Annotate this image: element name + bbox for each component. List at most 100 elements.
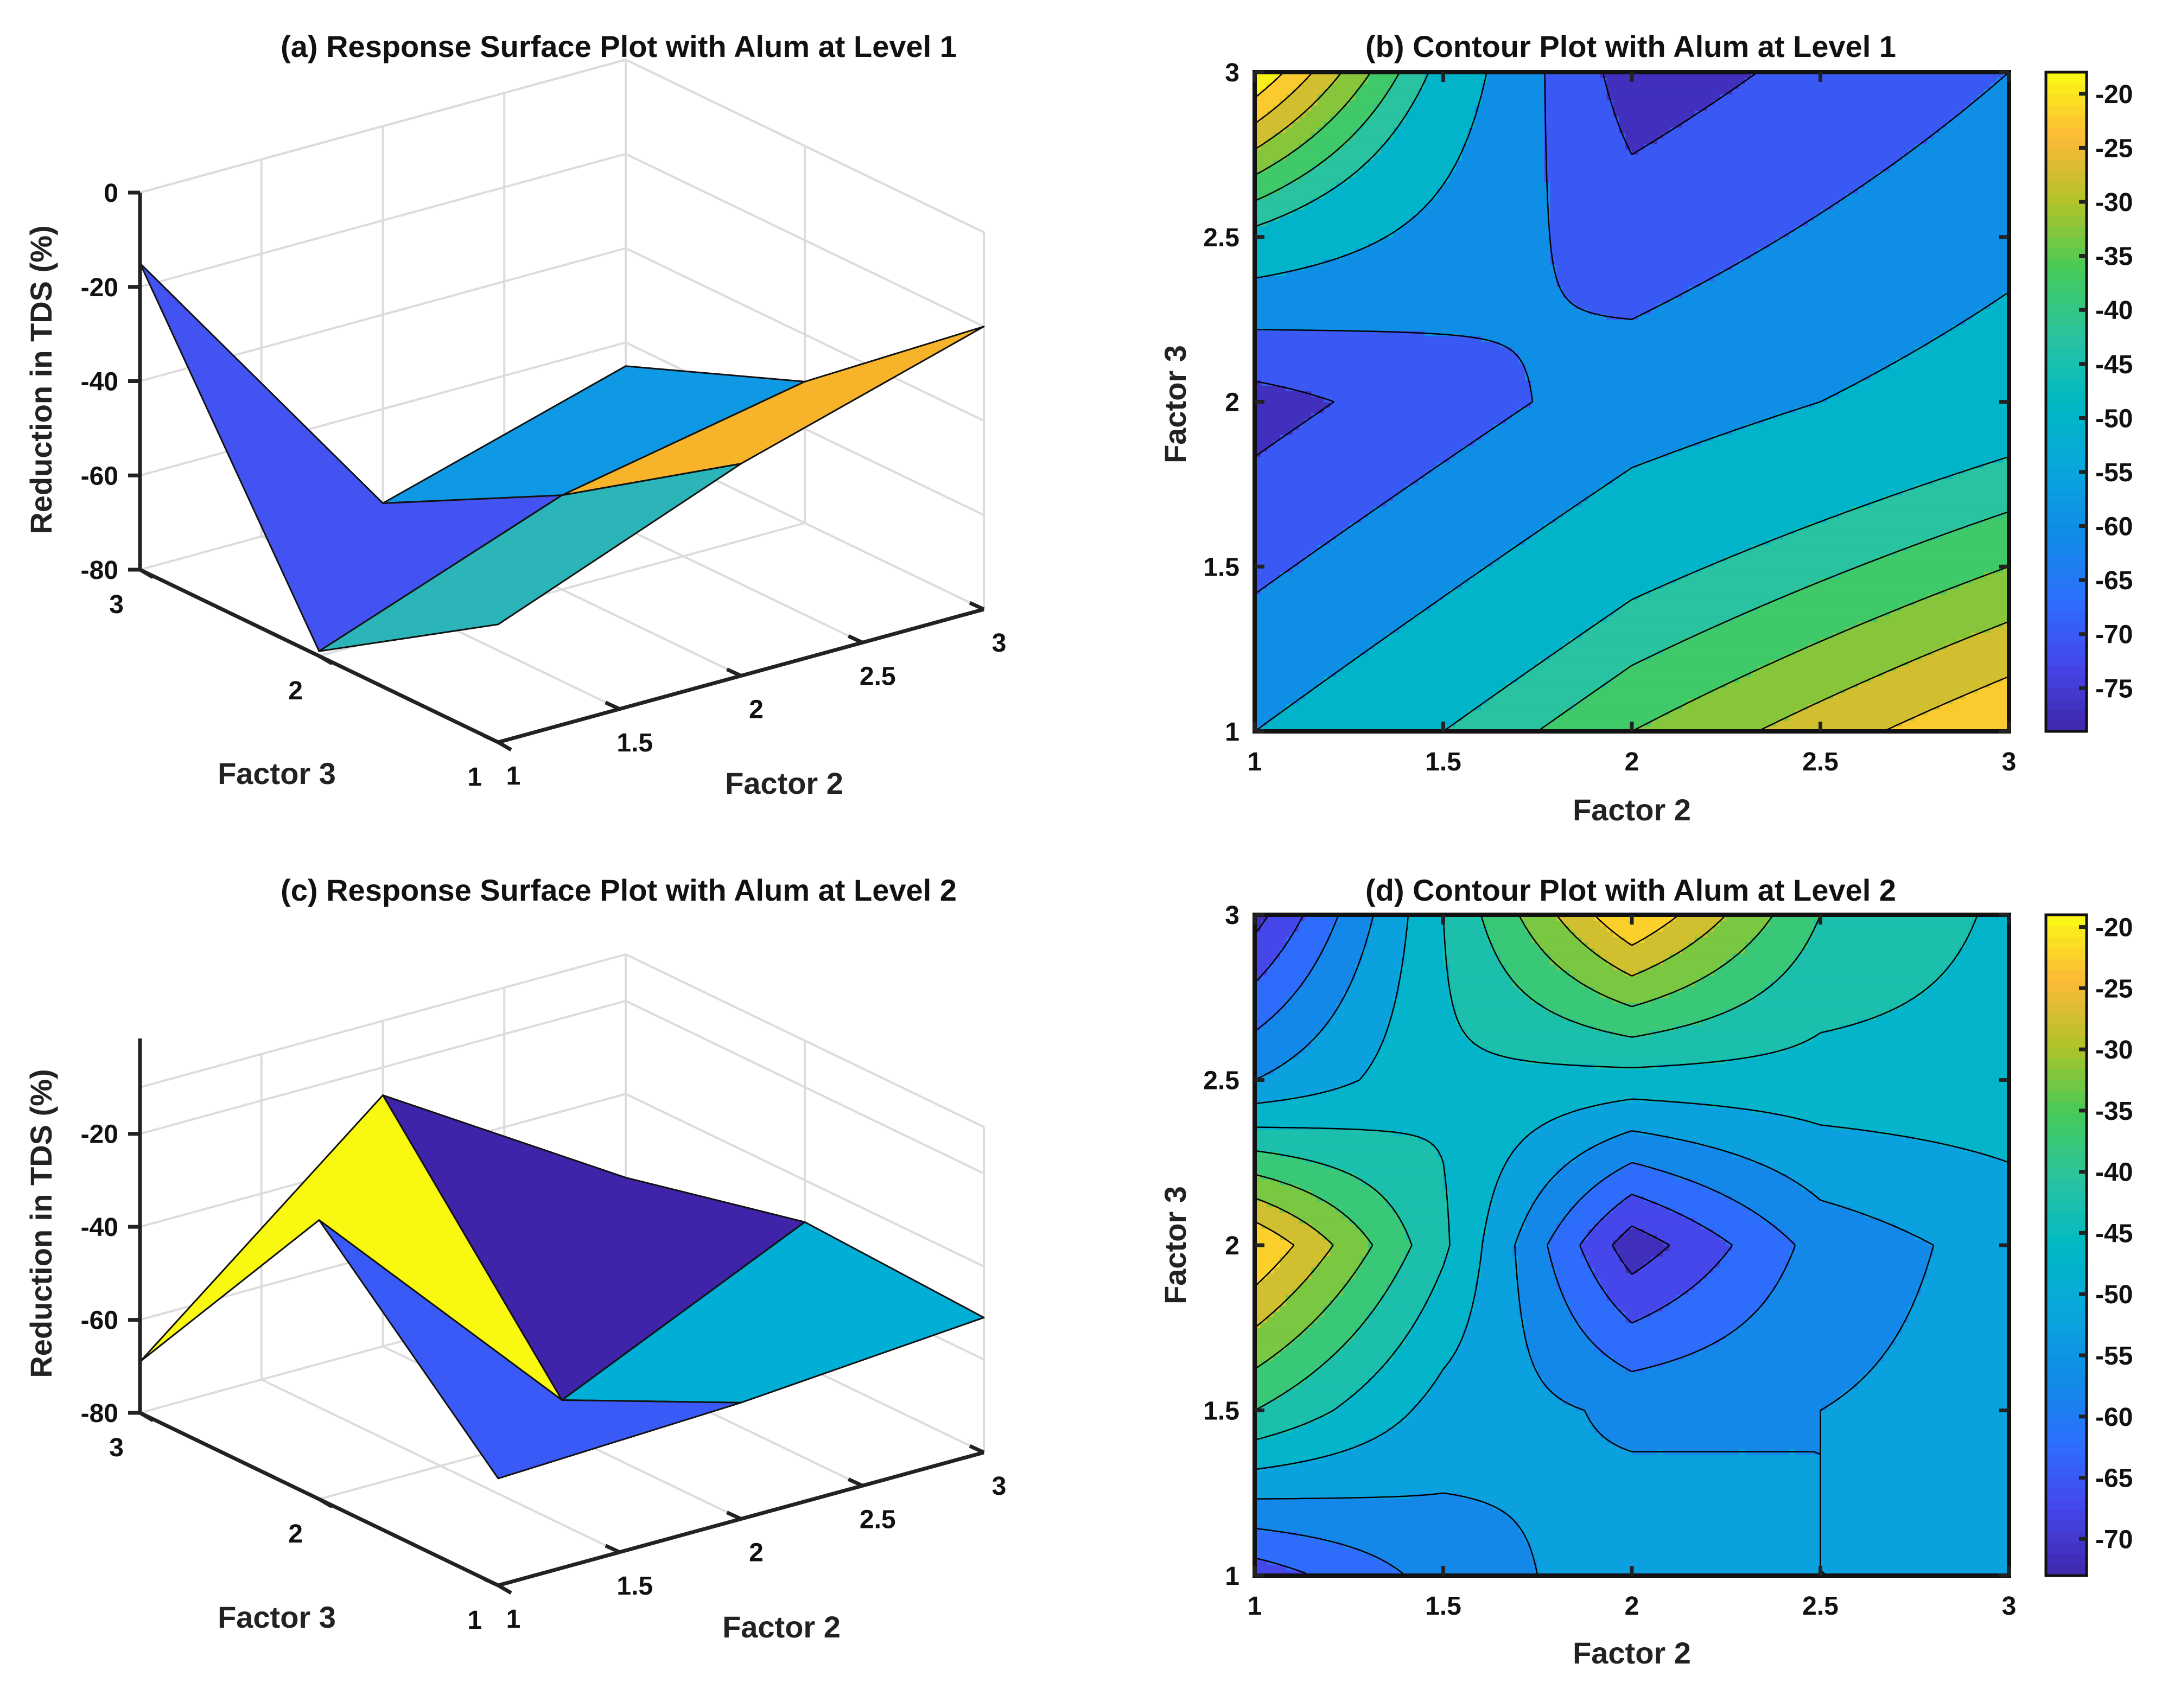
- b-contour-band-cell: [1317, 544, 1513, 551]
- b-contour-band-cell: [1406, 220, 1551, 227]
- b-contour-band-cell: [1720, 621, 1859, 628]
- b-contour-band-cell: [1915, 484, 2009, 490]
- d-contour-band-cell: [1387, 1201, 1450, 1207]
- d-contour-band-cell: [1255, 1355, 1274, 1361]
- b-contour-band-cell: [2002, 621, 2009, 628]
- b-contour-band-cell: [1543, 176, 1871, 183]
- d-contour-band-cell: [1512, 1245, 1551, 1251]
- d-contour-band-cell: [1915, 1135, 2009, 1141]
- d-contour-band-cell: [1280, 1234, 1325, 1240]
- b-contour-band-cell: [1896, 160, 2009, 166]
- b-contour-band-cell: [1374, 643, 1563, 649]
- a-wall-grid-z: [139, 59, 626, 194]
- d-contour-band-cell: [1481, 1251, 1513, 1257]
- b-contour-band-cell: [1934, 336, 2009, 342]
- d-contour-band-cell: [1550, 1261, 1588, 1268]
- d-contour-band-cell: [1770, 1289, 1922, 1296]
- b-contour-band-cell: [1543, 94, 1607, 100]
- b-contour-band-cell: [1368, 116, 1406, 122]
- b-contour-band-cell: [1336, 78, 1369, 84]
- d-contour-band-cell: [1562, 1014, 1714, 1020]
- b-contour-band-cell: [1525, 374, 1871, 380]
- b-contour-band-cell: [1261, 588, 1450, 595]
- b-contour-band-cell: [1833, 204, 2009, 210]
- b-contour-band-cell: [1518, 407, 1796, 413]
- d-contour-band-cell: [1493, 1195, 1538, 1202]
- b-contour-band-cell: [1531, 391, 1840, 397]
- d-contour-band-cell: [1255, 947, 1281, 954]
- b-contour-band-cell: [1255, 479, 1419, 485]
- d-contour-band-cell: [1393, 997, 1450, 1004]
- panel-d-ylabel: Factor 3: [1158, 1186, 1192, 1304]
- d-contour-band-cell: [1292, 1339, 1350, 1345]
- d-contour-band-cell: [1858, 1019, 2009, 1025]
- d-contour-band-cell: [1255, 1074, 1262, 1081]
- b-colorbar-label: -50: [2095, 404, 2133, 433]
- d-contour-band-cell: [1858, 1377, 2009, 1384]
- d-contour-line: [1255, 915, 2009, 1576]
- d-contour-band-cell: [1261, 1526, 1519, 1532]
- b-contour-band-cell: [1575, 704, 1683, 710]
- b-contour-band-cell: [1330, 154, 1375, 161]
- d-contour-band-cell: [1443, 959, 1501, 965]
- b-contour-band-cell: [1550, 654, 1651, 661]
- d-contour-band-cell: [1267, 1399, 1343, 1406]
- b-contour-band-cell: [1393, 495, 1588, 501]
- d-contour-line: [1255, 915, 1727, 1329]
- b-contour-band-cell: [1468, 138, 1544, 144]
- d-contour-band-cell: [1606, 926, 1664, 932]
- b-contour-band-cell: [1267, 445, 1463, 452]
- d-contour-band-cell: [1795, 1245, 1934, 1251]
- b-contour-band-cell: [1255, 324, 1953, 331]
- b-colorbar-swatch: [2046, 380, 2087, 392]
- d-contour-band-cell: [1267, 964, 1312, 971]
- d-contour-band-cell: [1311, 970, 1356, 976]
- d-contour-band-cell: [1255, 1052, 1299, 1059]
- b-contour-band-cell: [1255, 654, 1356, 661]
- b-contour-band-cell: [1839, 572, 1985, 578]
- d-colorbar-swatch: [2046, 970, 2087, 982]
- b-contour-band-cell: [1751, 253, 2009, 260]
- b-contour-band-cell: [1299, 176, 1350, 183]
- b-contour-band-cell: [1713, 687, 1846, 693]
- d-contour-band-cell: [1644, 936, 1695, 943]
- d-colorbar-label: -45: [2095, 1219, 2133, 1248]
- d-contour-band-cell: [1387, 1030, 1463, 1037]
- b-contour-band-cell: [2002, 676, 2009, 683]
- b-contour-band-cell: [1927, 709, 2009, 716]
- d-contour-band-cell: [1255, 1085, 1337, 1092]
- b-contour-band-cell: [1638, 314, 1972, 320]
- d-contour-band-cell: [1255, 1361, 1262, 1367]
- b-contour-band-cell: [1280, 572, 1476, 578]
- b-contour-band-cell: [1858, 380, 2009, 386]
- d-colorbar-label: -40: [2095, 1158, 2133, 1187]
- d-contour-band-cell: [1255, 1543, 1343, 1549]
- d-contour-band-cell: [1525, 992, 1601, 998]
- b-contour-band-cell: [2002, 566, 2009, 573]
- d-contour-band-cell: [1738, 1201, 1834, 1207]
- d-contour-band-cell: [1355, 1223, 1406, 1229]
- d-colorbar-frame: [2044, 913, 2088, 1577]
- b-contour-band-cell: [1449, 171, 1544, 177]
- d-colorbar-swatch: [2046, 1399, 2087, 1411]
- d-contour-band-cell: [1380, 1295, 1432, 1301]
- d-contour-band-cell: [1487, 1223, 1525, 1229]
- a-ztick-label: -80: [81, 556, 118, 585]
- b-contour-band-cell: [1940, 127, 2009, 133]
- d-contour-band-cell: [1449, 1195, 1494, 1202]
- b-contour-band-cell: [1952, 324, 2009, 331]
- b-contour-band-cell: [1512, 347, 1916, 353]
- b-colorbar-label: -55: [2095, 458, 2133, 487]
- d-contour-band-cell: [1619, 1443, 1821, 1450]
- d-contour-band-cell: [1280, 1179, 1362, 1186]
- b-contour-band-cell: [1757, 248, 2009, 254]
- d-contour-band-cell: [1436, 1146, 1513, 1152]
- b-contour-band-cell: [1569, 297, 1670, 304]
- b-contour-band-cell: [1255, 556, 1306, 562]
- d-contour-band-cell: [1801, 1184, 2009, 1191]
- b-contour-band-cell: [1462, 154, 1544, 161]
- d-contour-band-cell: [1261, 1322, 1312, 1329]
- c-ytick-label: 3: [109, 1433, 124, 1462]
- d-contour-band-cell: [1550, 953, 1601, 959]
- d-contour-band-cell: [1286, 1344, 1343, 1350]
